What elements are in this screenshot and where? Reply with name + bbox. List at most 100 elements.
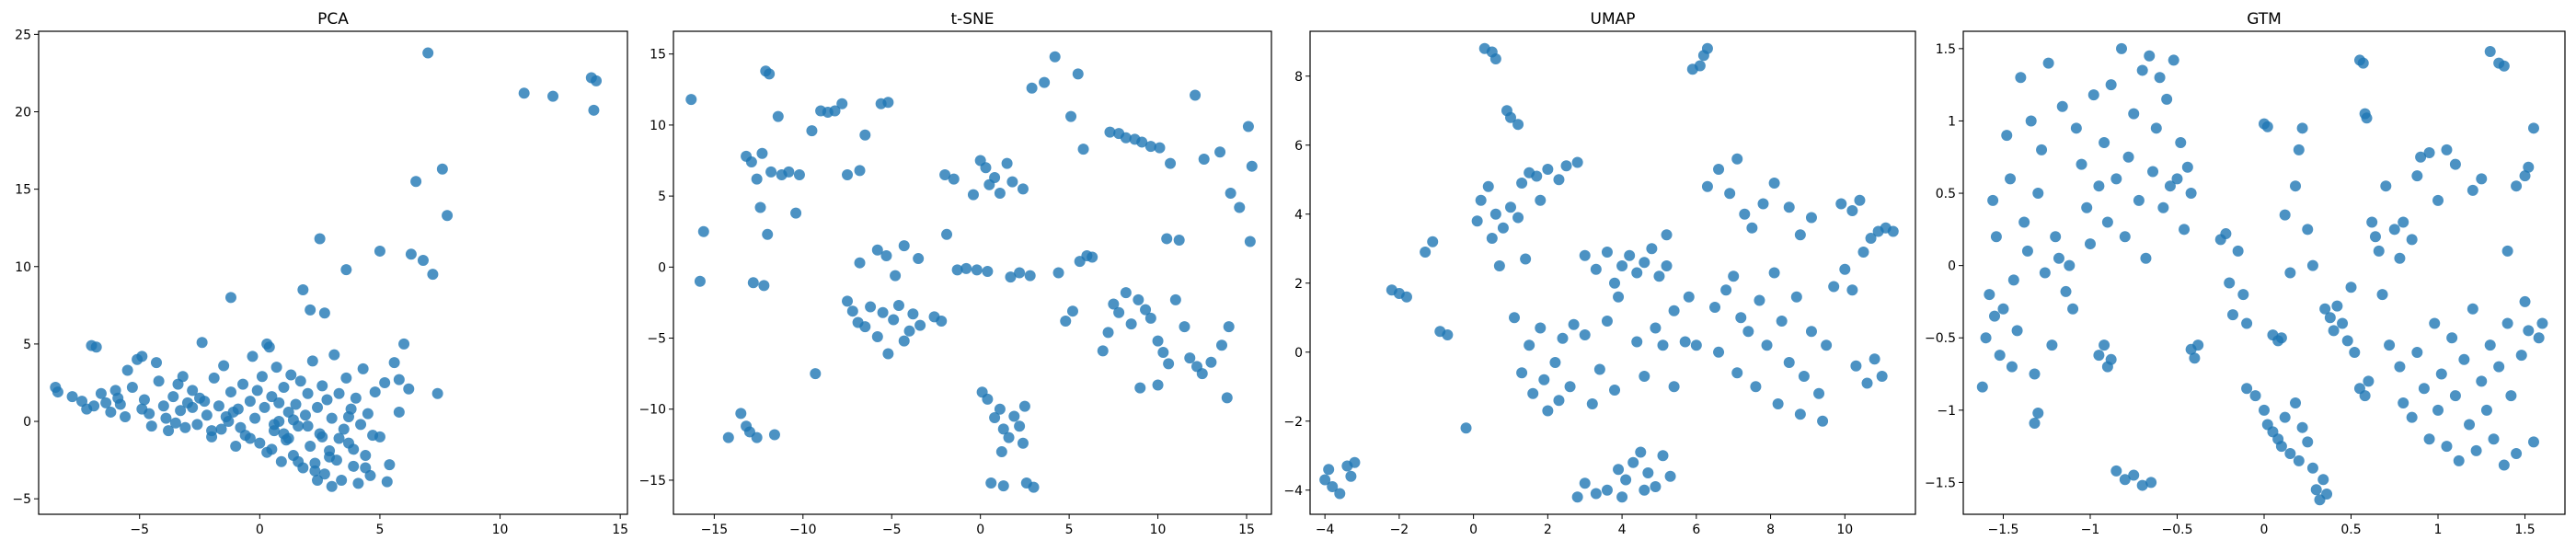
tsne-point <box>842 168 854 180</box>
tsne-point <box>1072 68 1084 80</box>
tsne-y-tick-label: −15 <box>638 474 666 489</box>
tsne-point <box>880 249 892 261</box>
tsne-point <box>994 403 1006 415</box>
gtm-point <box>2306 259 2318 271</box>
umap-point <box>1865 233 1877 244</box>
tsne-point <box>1161 233 1173 245</box>
umap-point <box>1798 371 1810 382</box>
umap-point <box>1493 260 1505 271</box>
tsne-point <box>1225 188 1236 200</box>
tsne-point <box>941 228 953 240</box>
pca-x-tick-label: −5 <box>130 523 149 537</box>
pca-point <box>282 432 294 444</box>
pca-point <box>348 443 360 455</box>
umap-point <box>1631 267 1643 279</box>
pca-point <box>333 387 345 399</box>
umap-point <box>1835 198 1847 210</box>
gtm-point <box>2296 122 2308 134</box>
gtm-point <box>2093 350 2105 362</box>
pca-point <box>249 412 261 424</box>
umap-point <box>1783 357 1795 368</box>
umap-point <box>1535 322 1547 334</box>
pca-point <box>381 476 393 488</box>
gtm-y-tick-label: 1.5 <box>1936 42 1956 57</box>
tsne-y-tick-label: 5 <box>658 190 666 204</box>
gtm-point <box>2128 469 2140 481</box>
umap-point <box>1516 367 1528 379</box>
gtm-point <box>2293 144 2305 155</box>
umap-x-tick-label: 4 <box>1618 523 1627 537</box>
gtm-point <box>2406 234 2418 246</box>
gtm-point <box>2050 231 2062 243</box>
pca-point <box>247 351 259 362</box>
umap-point <box>1319 474 1331 486</box>
pca-point <box>285 369 297 381</box>
gtm-point <box>2150 122 2162 134</box>
tsne-point <box>1097 345 1109 357</box>
pca-point <box>287 414 299 426</box>
umap-x-tick-label: 6 <box>1692 523 1700 537</box>
gtm-x-tick-label: −0.5 <box>2161 523 2192 537</box>
pca-point <box>215 423 227 435</box>
umap-point <box>1427 236 1439 247</box>
umap-y-tick-label: 8 <box>1294 70 1303 85</box>
pca-point <box>224 386 236 398</box>
umap-point <box>1420 247 1432 258</box>
gtm-point <box>2018 216 2030 228</box>
tsne-point <box>1214 146 1226 158</box>
pca-point <box>326 412 338 424</box>
pca-point <box>187 401 199 413</box>
pca-y-tick-label: 20 <box>15 106 31 121</box>
umap-point <box>1557 332 1569 344</box>
tsne-point <box>898 335 910 347</box>
pca-point <box>328 349 340 361</box>
gtm-point <box>2527 436 2539 448</box>
umap-point <box>1323 464 1335 476</box>
tsne-point <box>882 97 894 109</box>
umap-point <box>1616 260 1628 271</box>
gtm-point <box>2411 170 2423 182</box>
tsne-y-tick-label: 15 <box>650 48 666 63</box>
gtm-point <box>2369 231 2381 243</box>
gtm-point <box>2032 407 2044 419</box>
pca-point <box>120 410 132 422</box>
pca-x-tick-label: 15 <box>612 523 628 537</box>
gtm-point <box>2168 54 2179 66</box>
pca-point <box>309 457 321 469</box>
tsne-point <box>882 348 894 360</box>
gtm-point <box>2505 390 2517 402</box>
umap-point <box>1794 229 1806 241</box>
tsne-point <box>1039 76 1051 88</box>
tsne-point <box>997 480 1009 492</box>
gtm-point <box>2345 282 2357 293</box>
pca-point <box>431 387 443 399</box>
tsne-point <box>907 308 919 320</box>
tsne-point <box>768 429 780 441</box>
tsne-point <box>1184 352 1196 364</box>
umap-point <box>1876 371 1888 382</box>
umap-point <box>1579 477 1591 489</box>
pca-point <box>388 357 400 369</box>
tsne-x-tick-label: 10 <box>1150 523 1167 537</box>
pca-point <box>393 374 405 385</box>
pca-point <box>306 355 318 367</box>
gtm-point <box>2145 477 2157 489</box>
pca-point <box>235 421 247 433</box>
gtm-y-tick-label: −0.5 <box>1925 331 1956 346</box>
umap-point <box>1735 312 1747 324</box>
tsne-x-tick-label: −15 <box>701 523 729 537</box>
gtm-point <box>2511 180 2523 192</box>
pca-point <box>393 406 405 418</box>
pca-point <box>270 362 282 374</box>
pca-point <box>196 337 208 349</box>
tsne-point <box>951 264 963 276</box>
tsne-point <box>758 280 770 292</box>
umap-point <box>1501 105 1512 117</box>
umap-point <box>1686 63 1698 75</box>
tsne-point <box>982 265 994 277</box>
umap-point <box>1739 208 1751 220</box>
gtm-point <box>2341 335 2353 347</box>
gtm-y-tick-label: −1 <box>1937 404 1956 419</box>
umap-point <box>1564 381 1576 393</box>
gtm-point <box>1976 381 1988 393</box>
